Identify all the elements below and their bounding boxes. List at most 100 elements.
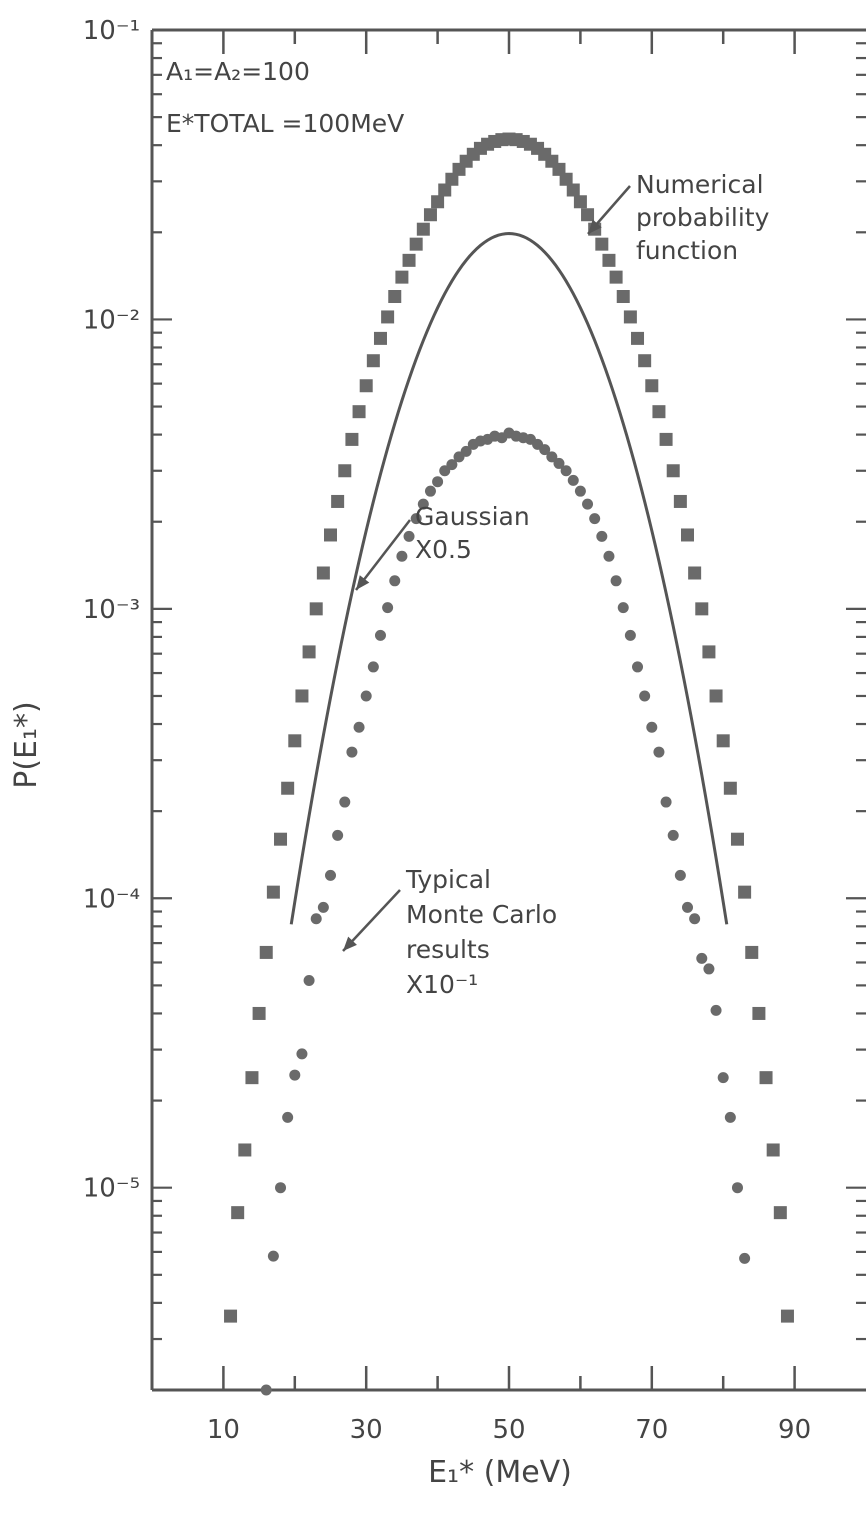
montecarlo-point <box>367 661 379 673</box>
montecarlo-point <box>610 575 622 587</box>
numerical-point <box>566 183 580 197</box>
montecarlo-point <box>296 1048 308 1060</box>
montecarlo-point <box>617 602 629 614</box>
montecarlo-point <box>624 629 636 641</box>
numerical-point <box>616 290 630 304</box>
arrowhead-icon <box>343 936 357 951</box>
montecarlo-point <box>325 869 336 881</box>
montecarlo-point <box>353 721 365 733</box>
montecarlo-point <box>596 530 608 542</box>
numerical-point <box>738 885 752 899</box>
annotation-text-gaussian: Gaussian <box>415 502 530 531</box>
montecarlo-point <box>289 1069 301 1081</box>
numerical-point <box>431 195 445 209</box>
numerical-point <box>623 310 637 324</box>
montecarlo-point <box>424 485 436 497</box>
annotation-text-numerical: function <box>636 236 738 265</box>
x-tick-label: 70 <box>635 1415 668 1445</box>
x-tick-label: 10 <box>207 1415 240 1445</box>
params-line-2: E*TOTAL =100MeV <box>166 109 404 138</box>
montecarlo-point <box>374 629 386 641</box>
numerical-point <box>338 464 352 478</box>
numerical-point <box>766 1143 780 1157</box>
numerical-point <box>559 172 573 186</box>
numerical-point <box>352 405 366 419</box>
numerical-point <box>238 1143 252 1157</box>
numerical-point <box>666 464 680 478</box>
montecarlo-point <box>432 476 444 488</box>
annotation-arrow-gaussian <box>355 519 411 591</box>
numerical-point <box>681 528 694 542</box>
montecarlo-point <box>674 869 686 881</box>
montecarlo-point <box>389 575 401 587</box>
numerical-point <box>266 885 280 899</box>
numerical-point <box>659 432 673 446</box>
montecarlo-series <box>260 427 751 1396</box>
numerical-point <box>288 734 302 748</box>
montecarlo-point <box>460 445 472 457</box>
montecarlo-point <box>396 550 408 562</box>
montecarlo-point <box>339 796 351 808</box>
numerical-point <box>688 566 702 580</box>
numerical-point <box>345 432 359 446</box>
numerical-point <box>252 1006 266 1020</box>
numerical-point <box>773 1206 787 1220</box>
numerical-point <box>245 1071 259 1085</box>
montecarlo-point <box>346 746 358 758</box>
numerical-point <box>366 354 380 368</box>
numerical-point <box>309 602 323 616</box>
montecarlo-point <box>553 457 565 469</box>
x-axis-title: E₁* (MeV) <box>428 1455 572 1490</box>
montecarlo-point <box>410 513 422 525</box>
montecarlo-point <box>603 550 615 562</box>
montecarlo-point <box>260 1384 272 1396</box>
montecarlo-point <box>282 1111 294 1123</box>
montecarlo-point <box>724 1111 736 1123</box>
montecarlo-point <box>310 913 322 925</box>
x-tick-label: 30 <box>350 1415 383 1445</box>
numerical-point <box>609 270 623 284</box>
y-tick-label: 10⁻⁵ <box>83 1174 140 1204</box>
montecarlo-point <box>446 459 458 471</box>
numerical-point <box>709 689 723 703</box>
numerical-point <box>752 1006 766 1020</box>
numerical-point <box>602 253 616 267</box>
numerical-point <box>723 781 737 795</box>
numerical-point <box>302 645 316 659</box>
numerical-point <box>716 734 730 748</box>
numerical-point <box>745 945 759 959</box>
numerical-point <box>224 1309 238 1323</box>
montecarlo-point <box>653 746 665 758</box>
montecarlo-point <box>689 913 701 925</box>
y-tick-label: 10⁻³ <box>83 595 140 625</box>
montecarlo-point <box>574 485 586 497</box>
montecarlo-point <box>589 513 601 525</box>
gaussian-series <box>289 232 729 925</box>
montecarlo-point <box>639 690 651 702</box>
y-tick-label: 10⁻² <box>83 305 140 335</box>
arrowhead-icon <box>588 219 602 234</box>
montecarlo-point <box>710 1004 722 1016</box>
numerical-point <box>395 270 409 284</box>
annotation-text-numerical: Numerical <box>636 170 764 199</box>
numerical-point <box>631 331 645 345</box>
numerical-point <box>702 645 716 659</box>
annotation-text-montecarlo: Typical <box>405 865 491 894</box>
numerical-point <box>695 602 709 616</box>
params-line-1: A₁=A₂=100 <box>166 57 310 86</box>
numerical-point <box>652 405 666 419</box>
montecarlo-point <box>696 952 708 964</box>
numerical-point <box>445 172 459 186</box>
montecarlo-point <box>546 451 558 463</box>
gaussian-curve <box>289 232 729 925</box>
numerical-point <box>645 379 659 393</box>
montecarlo-point <box>417 498 429 510</box>
x-tick-label: 90 <box>778 1415 811 1445</box>
numerical-point <box>381 310 395 324</box>
numerical-point <box>673 494 687 508</box>
numerical-point <box>231 1206 245 1220</box>
montecarlo-point <box>267 1250 279 1262</box>
numerical-point <box>416 222 430 236</box>
montecarlo-point <box>667 829 679 841</box>
